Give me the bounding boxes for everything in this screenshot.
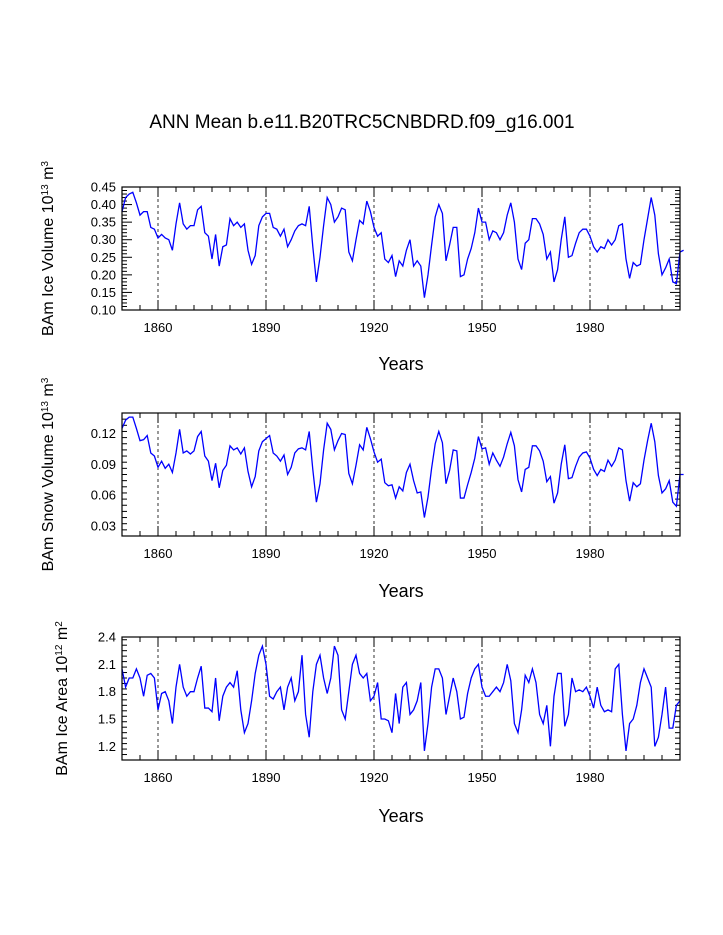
x-tick-label: 1860 [144,770,173,785]
snow-volume-series-line [121,416,684,518]
x-tick-label: 1860 [144,546,173,561]
y-tick-label: 0.35 [91,215,116,230]
y-axis-label: BAm Ice Area 1012 m2 [54,621,72,776]
x-tick-label: 1920 [360,770,389,785]
x-tick-label: 1950 [468,770,497,785]
plot-frame [121,186,681,311]
y-tick-label: 0.09 [91,457,116,472]
y-axis-label: BAm Ice Volume 1013 m3 [40,161,58,336]
x-tick-label: 1980 [576,320,605,335]
y-tick-label: 1.8 [98,684,116,699]
x-tick-label: 1980 [576,770,605,785]
figure-title: ANN Mean b.e11.B20TRC5CNBDRD.f09_g16.001 [149,112,574,133]
y-tick-label: 0.45 [91,180,116,195]
y-tick-label: 0.03 [91,518,116,533]
x-tick-label: 1950 [468,320,497,335]
plot-frame [121,636,681,761]
y-tick-label: 0.25 [91,250,116,265]
x-tick-label: 1980 [576,546,605,561]
x-tick-label: 1920 [360,546,389,561]
plot-frame [121,412,681,537]
x-tick-label: 1890 [252,320,281,335]
ice-area-series-line [121,643,681,751]
y-tick-label: 1.5 [98,712,116,727]
y-tick-label: 0.30 [91,232,116,247]
ice-volume-series-line [121,191,684,298]
y-tick-label: 0.12 [91,426,116,441]
x-tick-label: 1860 [144,320,173,335]
snow-volume-chart: 0.03 0.06 0.09 0.12 1860 1890 1920 1950 1980 Year… [40,377,684,601]
y-tick-label: 0.06 [91,488,116,503]
y-tick-label: 1.2 [98,739,116,754]
x-tick-label: 1890 [252,546,281,561]
y-tick-label: 0.20 [91,267,116,282]
y-tick-label: 2.1 [98,657,116,672]
y-axis-label: BAm Snow Volume 1013 m3 [40,377,58,571]
x-tick-label: 1920 [360,320,389,335]
x-tick-label: 1950 [468,546,497,561]
x-axis-label: Years [378,581,423,601]
y-tick-label: 2.4 [98,630,116,645]
y-tick-label: 0.10 [91,303,116,318]
ice-area-chart: 1.2 1.5 1.8 2.1 2.4 1860 1890 1920 1950 1980 Years… [54,621,681,826]
ice-volume-chart: 0.10 0.15 0.20 0.25 0.30 0.35 0.40 0.45 1860 1890… [40,161,684,374]
y-tick-label: 0.40 [91,197,116,212]
x-axis-label: Years [378,354,423,374]
x-tick-label: 1890 [252,770,281,785]
x-axis-label: Years [378,806,423,826]
y-tick-label: 0.15 [91,285,116,300]
